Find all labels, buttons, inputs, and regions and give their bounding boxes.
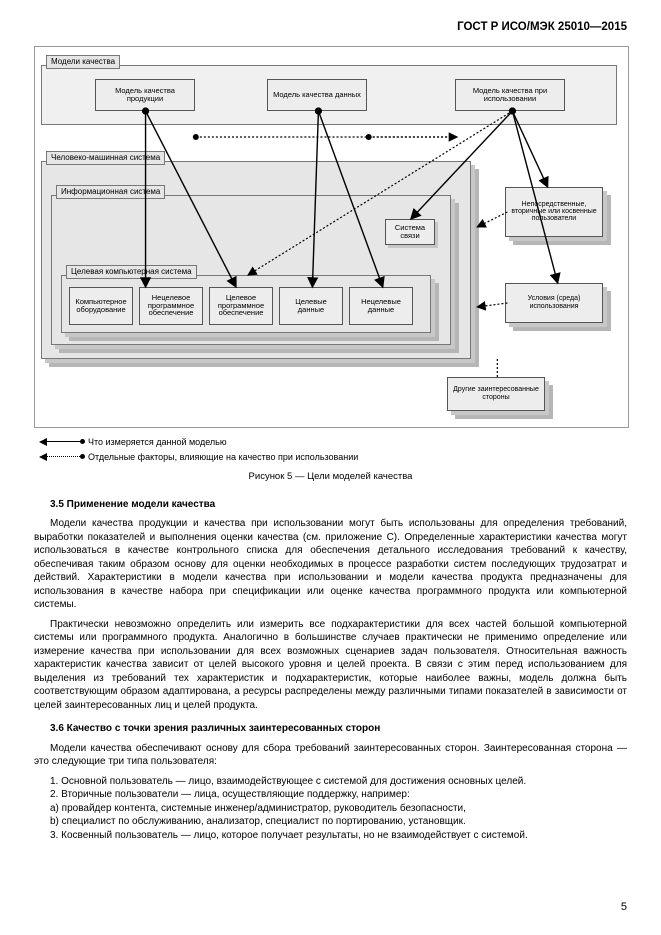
legend-solid-label: Что измеряется данной моделью	[88, 436, 227, 448]
list-item-1: 1. Основной пользователь — лицо, взаимод…	[34, 775, 627, 789]
para-3: Модели качества обеспечивают основу для …	[34, 742, 627, 769]
para-1: Модели качества продукции и качества при…	[34, 517, 627, 612]
page-number: 5	[621, 900, 627, 915]
legend-dotted: Отдельные факторы, влияющие на качество …	[46, 451, 627, 463]
figure-caption: Рисунок 5 — Цели моделей качества	[34, 471, 627, 484]
list-item-2b: b) специалист по обслуживанию, анализато…	[34, 815, 627, 829]
section-35-title: 3.5 Применение модели качества	[50, 498, 627, 512]
figure-5: Модели качества Модель качества продукци…	[34, 46, 629, 428]
para-2: Практически невозможно определить или из…	[34, 618, 627, 713]
arrow-dotted-icon	[46, 456, 80, 457]
arrow-solid-icon	[46, 441, 80, 442]
doc-code: ГОСТ Р ИСО/МЭК 25010—2015	[34, 20, 627, 36]
page: ГОСТ Р ИСО/МЭК 25010—2015 Модели качеств…	[0, 0, 661, 935]
list-item-3: 3. Косвенный пользователь — лицо, которо…	[34, 829, 627, 843]
list-item-2a: a) провайдер контента, системные инженер…	[34, 802, 627, 816]
legend-solid: Что измеряется данной моделью	[46, 436, 627, 448]
list-item-2: 2. Вторичные пользователи — лица, осущес…	[34, 788, 627, 802]
legend-dotted-label: Отдельные факторы, влияющие на качество …	[88, 451, 358, 463]
section-36-title: 3.6 Качество с точки зрения различных за…	[50, 722, 627, 736]
